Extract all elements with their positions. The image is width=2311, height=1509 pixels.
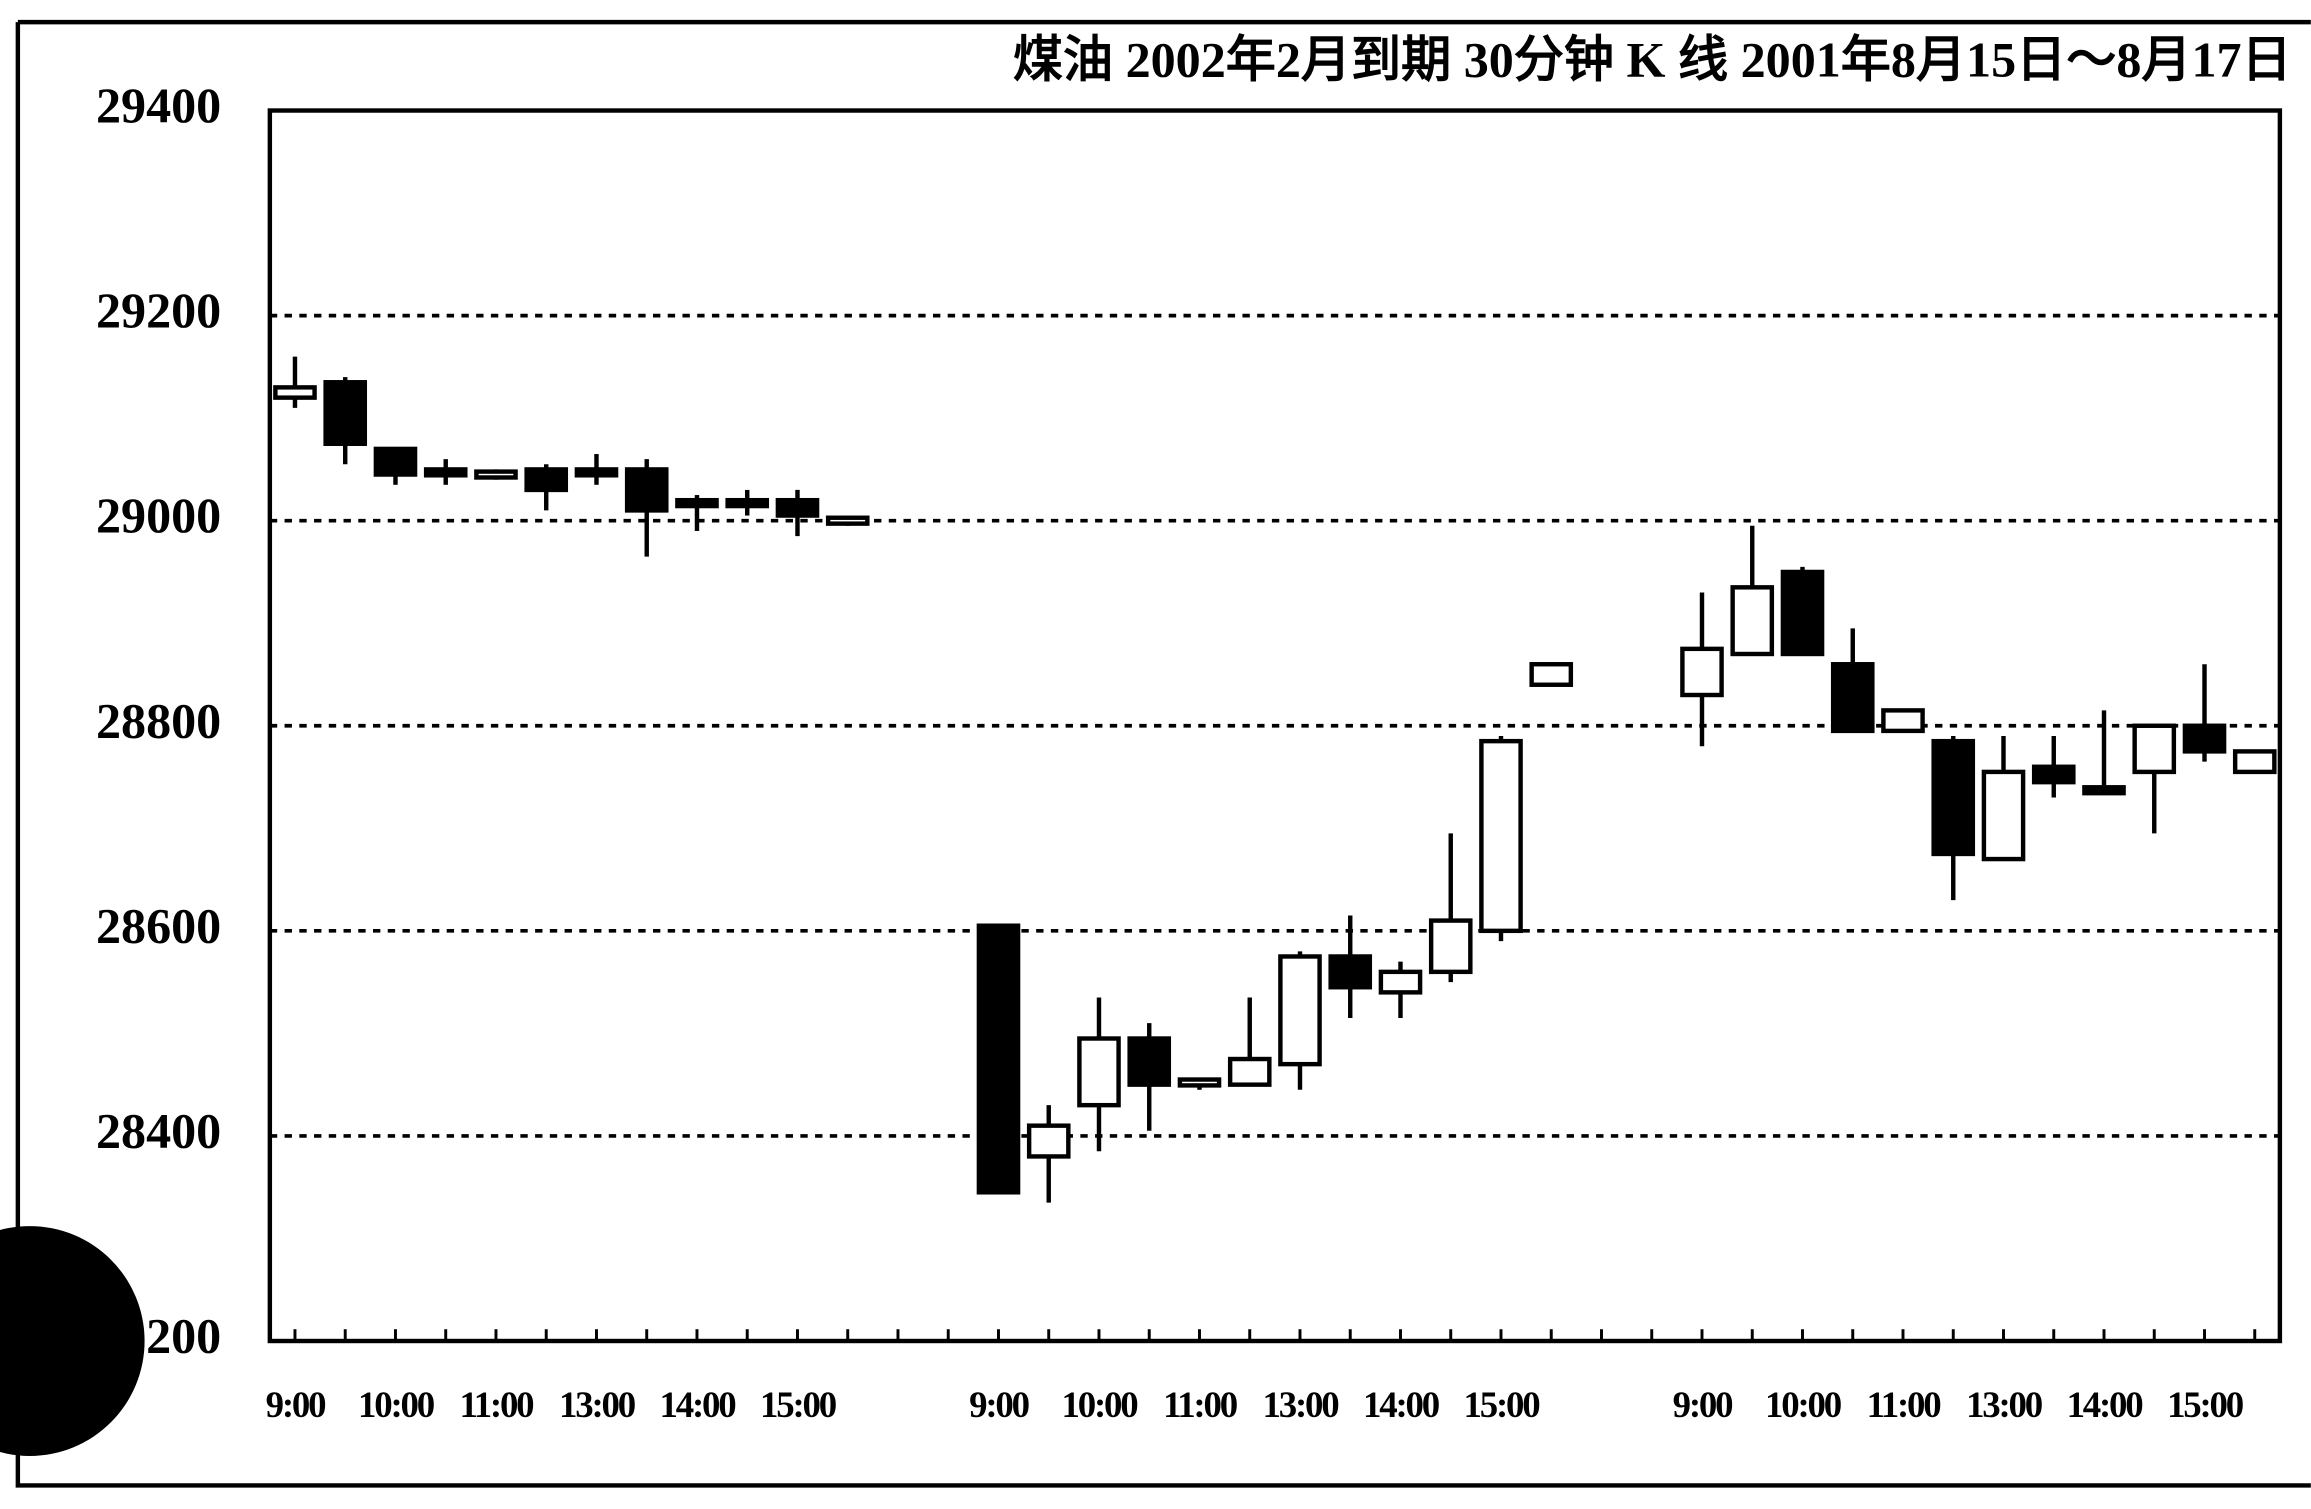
candle-body <box>1177 1077 1222 1088</box>
x-tick-label: 9:00 <box>969 1384 1029 1425</box>
candle-body <box>1378 969 1423 995</box>
candle-body <box>1227 1056 1272 1087</box>
y-tick-label: 28600 <box>96 897 221 953</box>
candle-body <box>323 380 368 446</box>
x-tick-label: 11:00 <box>1163 1384 1238 1425</box>
x-tick-label: 15:00 <box>1464 1384 1541 1425</box>
candle-body <box>1529 662 1574 687</box>
candle-body <box>2132 723 2177 775</box>
x-tick-label: 11:00 <box>1867 1384 1942 1425</box>
y-tick-label: 28400 <box>96 1102 221 1158</box>
candle-body <box>1730 585 1775 657</box>
candle-body <box>1881 708 1925 734</box>
candle-body <box>2182 723 2227 754</box>
candle-body <box>1026 1123 1071 1159</box>
candle-body <box>2031 764 2076 785</box>
candle-body <box>1328 954 1373 990</box>
candle-body <box>725 497 770 509</box>
candle-body <box>775 497 820 518</box>
x-tick-label: 13:00 <box>1263 1384 1340 1425</box>
x-tick-label: 14:00 <box>1363 1384 1440 1425</box>
frame <box>15 19 2311 1488</box>
x-tick-label: 9:00 <box>266 1384 326 1425</box>
candle-body <box>624 467 669 513</box>
candle-body <box>1830 662 1875 734</box>
candle-body <box>1077 1036 1121 1108</box>
candle-body <box>2232 749 2277 775</box>
x-tick-label: 15:00 <box>760 1384 837 1425</box>
x-tick-label: 13:00 <box>1966 1384 2043 1425</box>
x-tick-label: 14:00 <box>2067 1384 2144 1425</box>
y-tick-label: 29200 <box>96 282 221 338</box>
x-tick-label: 14:00 <box>660 1384 737 1425</box>
candle-body <box>1981 769 2026 862</box>
candle-body <box>1127 1036 1172 1087</box>
candle-body <box>373 446 418 477</box>
candle-body <box>2082 785 2126 796</box>
candle-body <box>1680 646 1724 698</box>
candle-body <box>825 515 870 526</box>
y-tick-label: 28800 <box>96 692 221 748</box>
candle-body <box>273 385 317 400</box>
candle-body <box>675 497 719 509</box>
x-tick-label: 11:00 <box>460 1384 535 1425</box>
chart-title: 煤油 2002年2月到期 30分钟 K 线 2001年8月15日～8月17日 <box>1013 31 2292 87</box>
candle-body <box>1780 569 1825 657</box>
y-tick-label: 29400 <box>96 77 221 133</box>
candle-body <box>474 469 518 480</box>
candle-body <box>1931 738 1976 857</box>
candle-body <box>1479 738 1523 934</box>
candle-body <box>423 467 468 478</box>
y-tick-label: 29000 <box>96 487 221 543</box>
x-tick-label: 13:00 <box>559 1384 636 1425</box>
candle-body <box>574 467 619 478</box>
logo <box>0 1226 145 1456</box>
x-tick-label: 10:00 <box>1062 1384 1139 1425</box>
candle-body <box>1278 954 1322 1067</box>
x-tick-label: 10:00 <box>358 1384 435 1425</box>
x-tick-label: 10:00 <box>1765 1384 1842 1425</box>
candle-body <box>1428 918 1473 975</box>
x-tick-label: 15:00 <box>2167 1384 2244 1425</box>
candle-body <box>524 467 569 493</box>
candle-body <box>976 923 1021 1195</box>
x-tick-label: 9:00 <box>1673 1384 1733 1425</box>
